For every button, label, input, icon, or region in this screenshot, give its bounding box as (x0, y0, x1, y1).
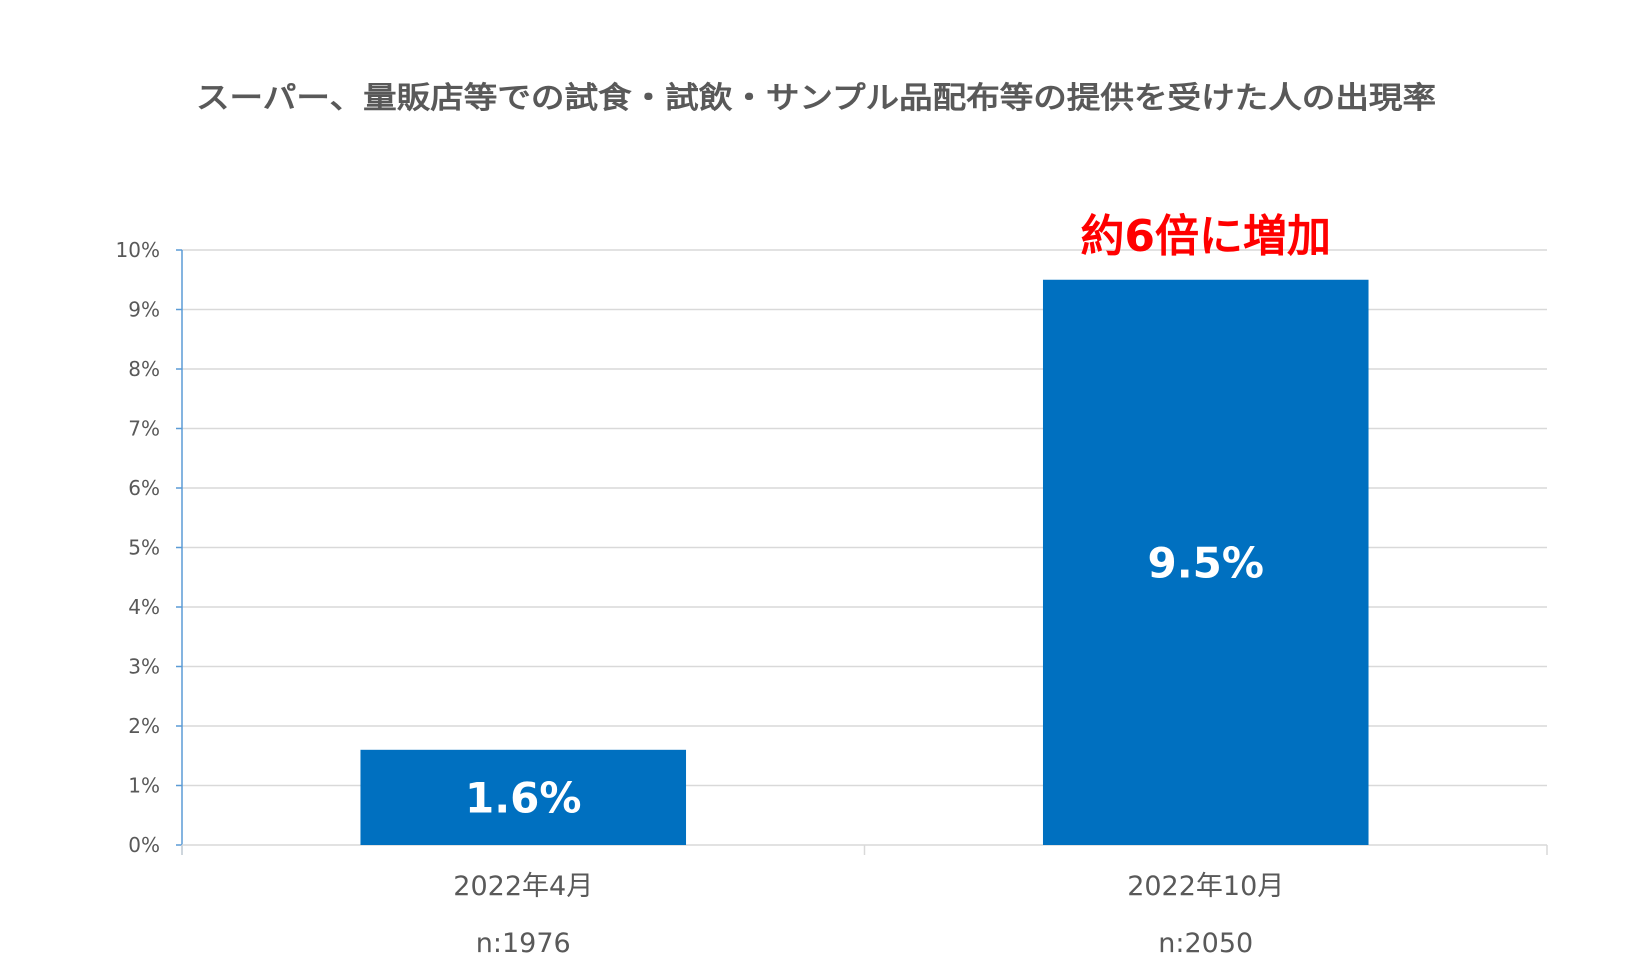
y-tick-label: 7% (128, 417, 160, 441)
x-axis-categories: 2022年4月 n:1976 2022年10月 n:2050 (453, 871, 1284, 959)
y-tick-label: 9% (128, 298, 160, 322)
y-tick-label: 10% (116, 238, 160, 262)
bars: 1.6% 9.5% (360, 279, 1369, 845)
sample-size-label: n:1976 (476, 928, 571, 959)
y-tick-label: 8% (128, 357, 160, 381)
y-axis-ticks: 0% 1% 2% 3% 4% 5% 6% 7% 8% 9% 10% (116, 238, 160, 857)
increase-annotation: 約6倍に増加 (1080, 211, 1331, 262)
bar (1042, 279, 1369, 845)
y-tick-label: 4% (128, 595, 160, 619)
gridlines (182, 249, 1547, 787)
bar (360, 749, 687, 845)
x-category-label: 2022年4月 (453, 871, 593, 902)
y-tick-label: 0% (128, 833, 160, 857)
y-tick-label: 6% (128, 476, 160, 500)
bar-value-label: 1.6% (465, 773, 581, 822)
y-tick-label: 2% (128, 714, 160, 738)
y-tick-label: 3% (128, 655, 160, 679)
sample-size-label: n:2050 (1158, 928, 1253, 959)
chart-title: スーパー、量販店等での試食・試飲・サンプル品配布等の提供を受けた人の出現率 (196, 81, 1436, 116)
y-tick-label: 1% (128, 774, 160, 798)
x-category-label: 2022年10月 (1127, 871, 1284, 902)
bar-value-label: 9.5% (1148, 538, 1264, 587)
y-tick-label: 5% (128, 536, 160, 560)
